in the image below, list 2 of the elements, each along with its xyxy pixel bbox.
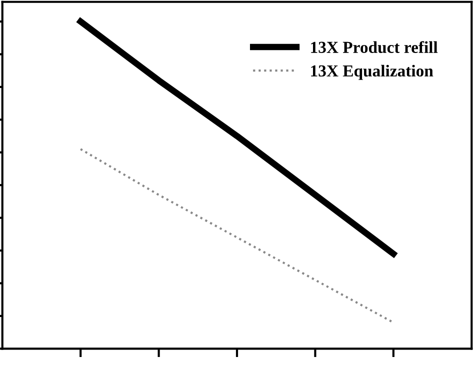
legend-label: 13X Equalization — [311, 64, 434, 80]
legend-label: 13X Product refill — [311, 41, 438, 54]
